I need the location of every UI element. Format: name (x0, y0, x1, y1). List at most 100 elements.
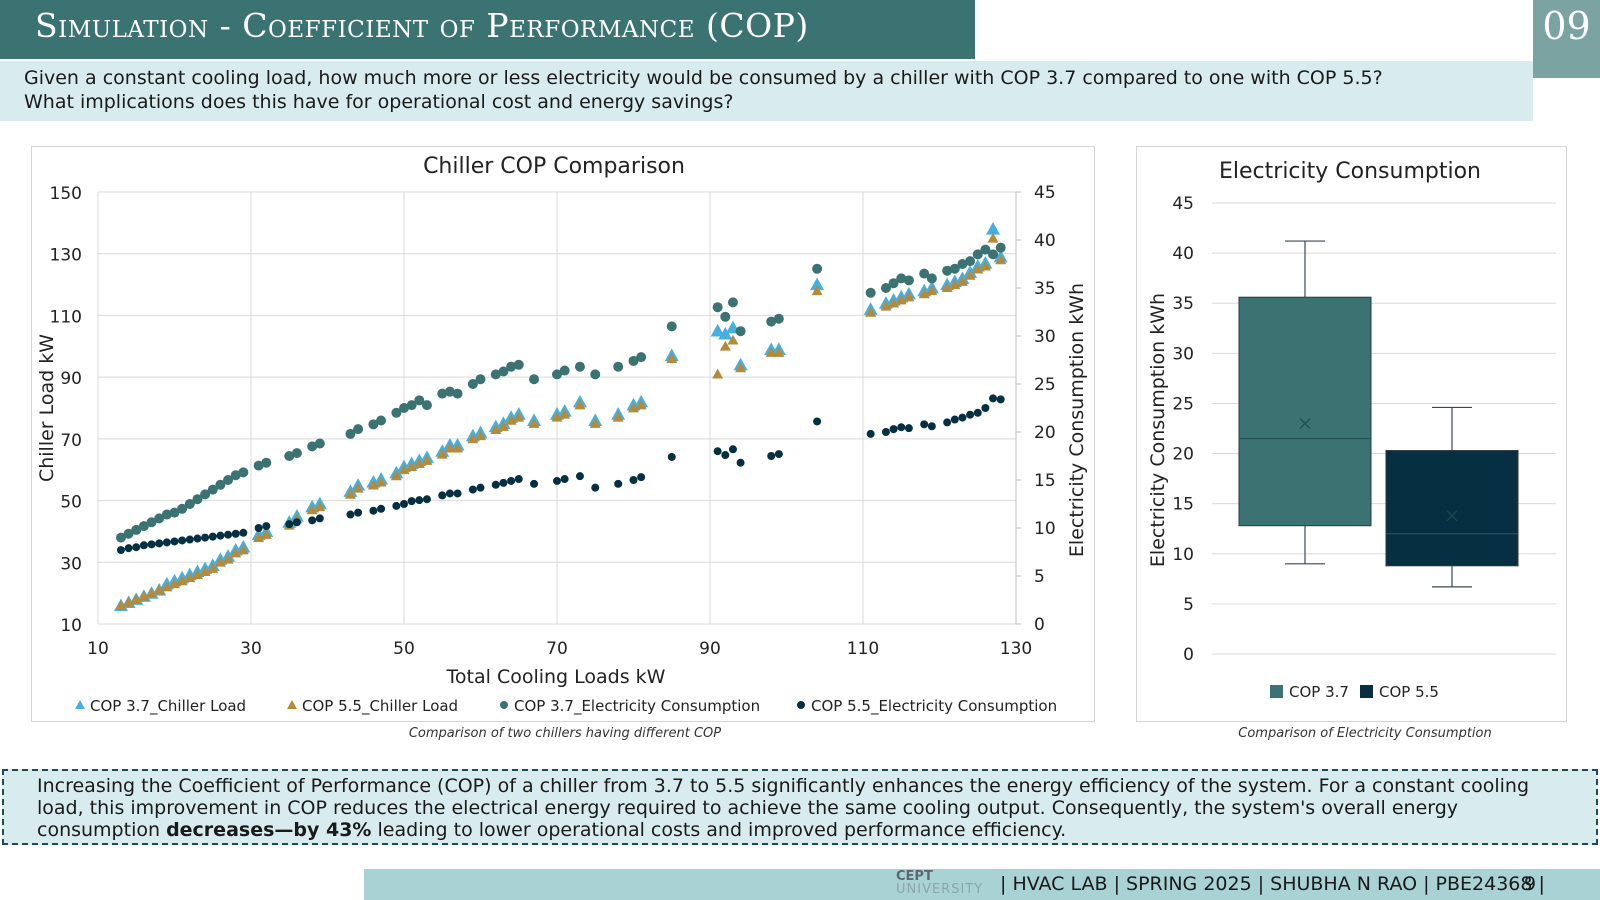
scatter-point-circle (812, 263, 823, 274)
scatter-point-triangle (214, 556, 226, 567)
scatter-point-circle (132, 543, 141, 552)
scatter-point-circle (345, 428, 356, 439)
slide-title: Simulation - Coefficient of Performance … (35, 6, 809, 45)
scatter-point-circle (123, 528, 134, 539)
scatter-point-circle (377, 504, 386, 513)
scatter-point-circle (261, 457, 272, 468)
scatter-point-circle (966, 410, 975, 419)
scatter-point-circle (490, 369, 501, 380)
scatter-point-triangle (161, 581, 173, 592)
box-legend: COP 3.7 COP 5.5 (1270, 683, 1439, 701)
scatter-point-triangle (490, 424, 502, 434)
cept-logo-bottom: UNIVERSITY (896, 882, 984, 897)
scatter-point-circle (766, 316, 777, 327)
scatter-point-circle (973, 408, 982, 417)
scatter-point-circle (414, 395, 425, 406)
scatter-title: Chiller COP Comparison (423, 154, 685, 179)
scatter-point-circle (262, 522, 271, 531)
scatter-x-tick-label: 30 (240, 639, 262, 659)
scatter-point-triangle (811, 285, 823, 296)
scatter-point-circle (881, 428, 890, 436)
scatter-point-triangle (972, 263, 984, 274)
scatter-point-circle (307, 441, 318, 452)
legend-marker-circle (797, 701, 805, 709)
scatter-point-circle (552, 369, 562, 380)
scatter-point-triangle (230, 547, 242, 558)
scatter-point-circle (529, 374, 540, 385)
scatter-point-triangle (123, 596, 135, 607)
scatter-point-triangle (184, 572, 196, 583)
scatter-point-circle (201, 533, 210, 542)
scatter-y2-tick-label: 30 (1034, 327, 1056, 347)
scatter-point-circle (628, 355, 639, 366)
scatter-point-circle (169, 507, 180, 518)
scatter-point-circle (438, 491, 447, 500)
scatter-point-circle (154, 513, 165, 524)
legend-label: COP 3.7_Electricity Consumption (514, 697, 760, 716)
scatter-point-circle (185, 535, 194, 544)
scatter-point-triangle (413, 458, 425, 468)
scatter-point-circle (950, 415, 959, 424)
scatter-point-circle (230, 470, 241, 481)
scatter-point-triangle (995, 254, 1007, 265)
question-box: Given a constant cooling load, how much … (0, 61, 1533, 121)
scatter-point-triangle (260, 529, 272, 539)
scatter-point-circle (467, 379, 478, 389)
scatter-y2-tick-label: 20 (1034, 423, 1056, 443)
scatter-point-triangle (375, 476, 387, 487)
box-y-tick-label: 20 (1172, 445, 1194, 465)
scatter-point-circle (452, 388, 463, 399)
scatter-point-circle (865, 287, 876, 298)
scatter-point-circle (767, 452, 776, 460)
scatter-x-tick-label: 10 (87, 639, 109, 659)
scatter-point-circle (453, 489, 462, 498)
scatter-point-circle (980, 244, 991, 255)
legend-label: COP 3.7_Chiller Load (90, 697, 246, 716)
scatter-point-triangle (895, 294, 907, 305)
scatter-point-triangle (635, 399, 647, 410)
scatter-point-circle (491, 480, 500, 489)
scatter-point-circle (376, 415, 387, 426)
scatter-point-triangle (237, 544, 249, 555)
scatter-point-triangle (926, 285, 938, 296)
scatter-point-circle (468, 485, 477, 494)
box-mean-marker (1446, 510, 1458, 522)
scatter-point-circle (437, 388, 448, 399)
scatter-point-triangle (146, 587, 158, 598)
scatter-point-circle (506, 361, 517, 372)
scatter-point-circle (530, 479, 539, 488)
scatter-point-circle (115, 532, 126, 543)
scatter-point-circle (972, 249, 983, 260)
scatter-point-triangle (559, 408, 571, 419)
scatter-point-circle (253, 460, 264, 471)
scatter-point-circle (284, 451, 295, 461)
scatter-point-circle (223, 475, 234, 485)
scatter-point-circle (184, 499, 195, 509)
scatter-point-triangle (191, 569, 203, 580)
scatter-point-circle (958, 413, 967, 422)
scatter-point-triangle (987, 232, 999, 243)
scatter-point-circle (308, 516, 317, 525)
scatter-point-circle (124, 544, 133, 553)
scatter-point-circle (178, 536, 187, 545)
scatter-point-circle (614, 479, 623, 488)
scatter-point-circle (559, 365, 570, 376)
scatter-point-circle (254, 524, 263, 532)
scatter-point-circle (920, 420, 929, 429)
box-y-tick-label: 0 (1183, 645, 1194, 665)
scatter-x-axis-label: Total Cooling Loads kW (446, 666, 666, 688)
scatter-point-circle (170, 537, 179, 546)
scatter-point-circle (131, 524, 142, 535)
scatter-point-circle (926, 273, 937, 284)
scatter-point-triangle (153, 584, 165, 595)
scatter-point-circle (513, 359, 524, 370)
scatter-point-triangle (222, 553, 234, 564)
title-bar: Simulation - Coefficient of Performance … (0, 0, 975, 59)
box-y-tick-label: 30 (1172, 344, 1194, 364)
scatter-point-triangle (467, 433, 479, 444)
box-marks (1238, 240, 1519, 588)
scatter-point-circle (415, 496, 424, 505)
box-y-tick-label: 10 (1172, 545, 1194, 565)
scatter-point-triangle (497, 421, 509, 431)
scatter-point-triangle (666, 353, 678, 364)
